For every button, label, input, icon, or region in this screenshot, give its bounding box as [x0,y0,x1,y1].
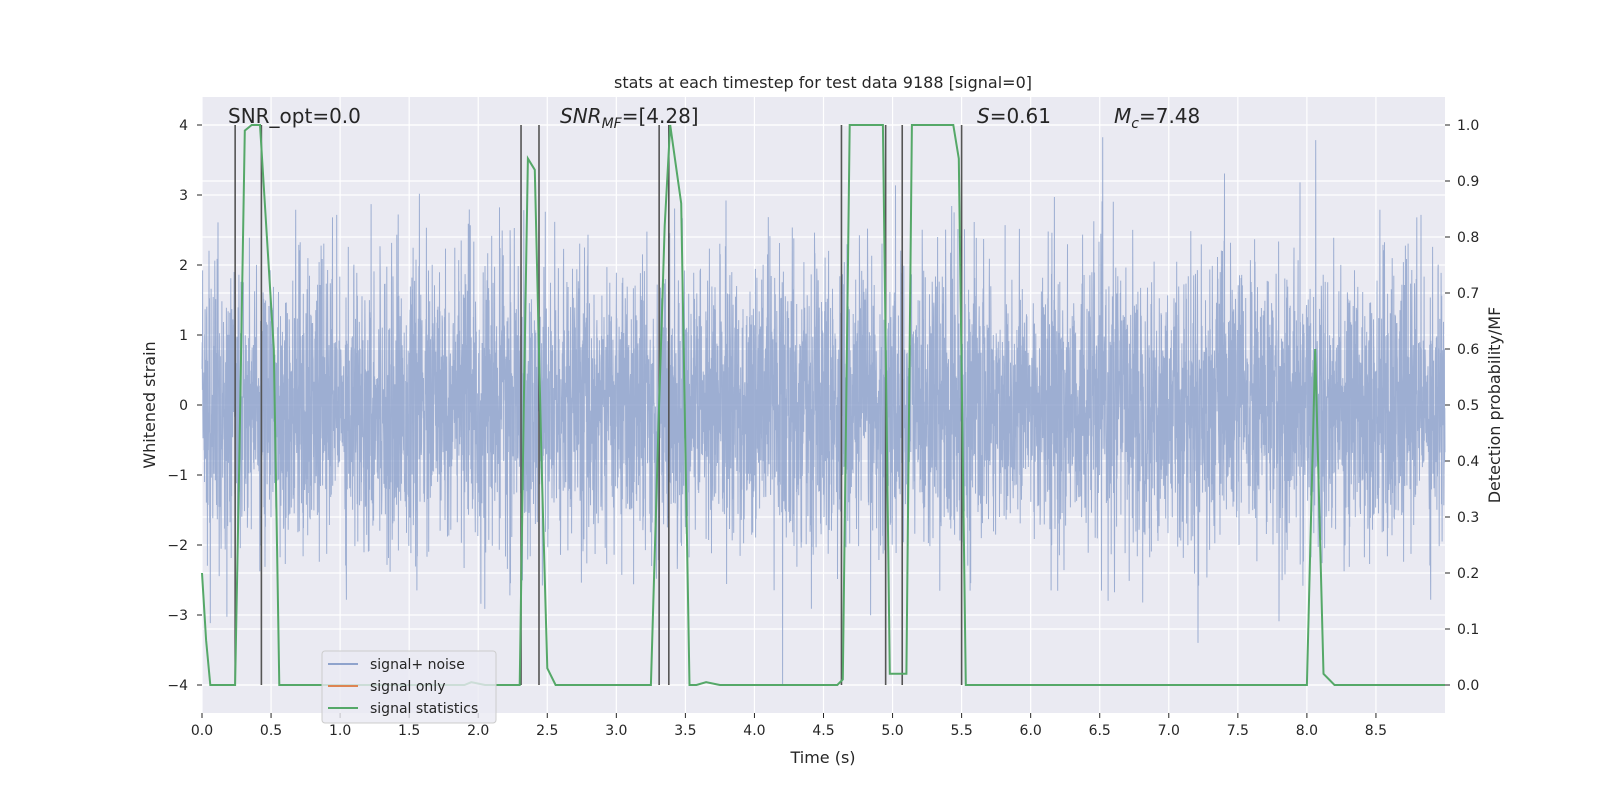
y-tick-label: −3 [167,608,188,624]
y2-axis-title: Detection probability/MF [1485,307,1504,504]
x-tick-label: 3.0 [605,723,627,739]
y-tick-label: 2 [179,258,188,274]
annotation-snr-mf-sub: MF [602,116,623,132]
y-axis-title: Whitened strain [140,341,159,468]
y2-tick-label: 0.0 [1457,678,1479,694]
y2-tick-label: 0.6 [1457,342,1479,358]
y2-tick-label: 0.9 [1457,174,1479,190]
y2-tick-label: 0.5 [1457,398,1479,414]
x-tick-label: 2.0 [467,723,489,739]
annotation-mc-sub: c [1131,116,1139,132]
annotation-snr-mf: SNRMF=[4.28] [560,104,699,132]
annotation-mc-value: =7.48 [1139,104,1200,128]
x-tick-label: 1.0 [329,723,351,739]
x-tick-label: 7.0 [1158,723,1180,739]
annotation-s-value: =0.61 [990,104,1051,128]
x-tick-label: 0.5 [260,723,282,739]
y2-tick-label: 0.7 [1457,286,1479,302]
y2-tick-label: 0.8 [1457,230,1479,246]
x-axis-ticks: 0.0 0.5 1.0 1.5 2.0 2.5 3.0 3.5 4.0 4.5 5.0 5.5 6.0 6… [191,713,1387,739]
x-tick-label: 6.0 [1020,723,1042,739]
y2-tick-label: 0.4 [1457,454,1479,470]
y-tick-label: 4 [179,118,188,134]
y2-tick-label: 0.1 [1457,622,1479,638]
annotation-s-main: S [977,104,990,128]
x-tick-label: 1.5 [398,723,420,739]
annotation-snr-opt: SNR_opt=0.0 [228,104,361,128]
x-tick-label: 0.0 [191,723,213,739]
y-tick-label: 0 [179,398,188,414]
legend-label-signal-only: signal only [370,679,445,695]
y-tick-label: −1 [167,468,188,484]
annotation-mc: Mc=7.48 [1114,104,1200,132]
x-tick-label: 8.5 [1365,723,1387,739]
x-tick-label: 4.0 [743,723,765,739]
legend: signal+ noise signal only signal statist… [321,650,497,724]
y2-axis-ticks: 1.0 0.9 0.8 0.7 0.6 0.5 0.4 0.3 0.2 0.1 0.0 [1445,118,1479,694]
signal-noise-line [201,137,1446,686]
x-tick-label: 5.0 [881,723,903,739]
signal-statistics-series [201,124,1445,686]
legend-label-signal-statistics: signal statistics [370,701,478,717]
x-tick-label: 3.5 [674,723,696,739]
legend-box [321,650,497,724]
x-tick-label: 4.5 [812,723,834,739]
y-axis-ticks: 4 3 2 1 0 −1 −2 −3 −4 [167,118,202,694]
y2-tick-label: 0.2 [1457,566,1479,582]
chart-title: stats at each timestep for test data 918… [614,73,1032,92]
y-tick-label: 3 [179,188,188,204]
x-tick-label: 6.5 [1089,723,1111,739]
y2-tick-label: 0.3 [1457,510,1479,526]
y2-tick-label: 1.0 [1457,118,1479,134]
annotation-snr-mf-main: SNR [560,104,602,128]
signal-statistics-line [201,124,1445,686]
x-tick-label: 5.5 [950,723,972,739]
x-axis-title: Time (s) [789,748,855,767]
y-tick-label: −4 [167,678,188,694]
x-tick-label: 2.5 [536,723,558,739]
signal-noise-series [201,137,1446,686]
x-tick-label: 7.5 [1227,723,1249,739]
y-tick-label: 1 [179,328,188,344]
legend-label-signal-noise: signal+ noise [370,657,465,673]
annotation-mc-main: M [1114,104,1131,128]
annotation-snr-mf-value: =[4.28] [622,104,699,128]
annotation-s: S=0.61 [977,104,1051,128]
x-tick-label: 8.0 [1296,723,1318,739]
y-tick-label: −2 [167,538,188,554]
